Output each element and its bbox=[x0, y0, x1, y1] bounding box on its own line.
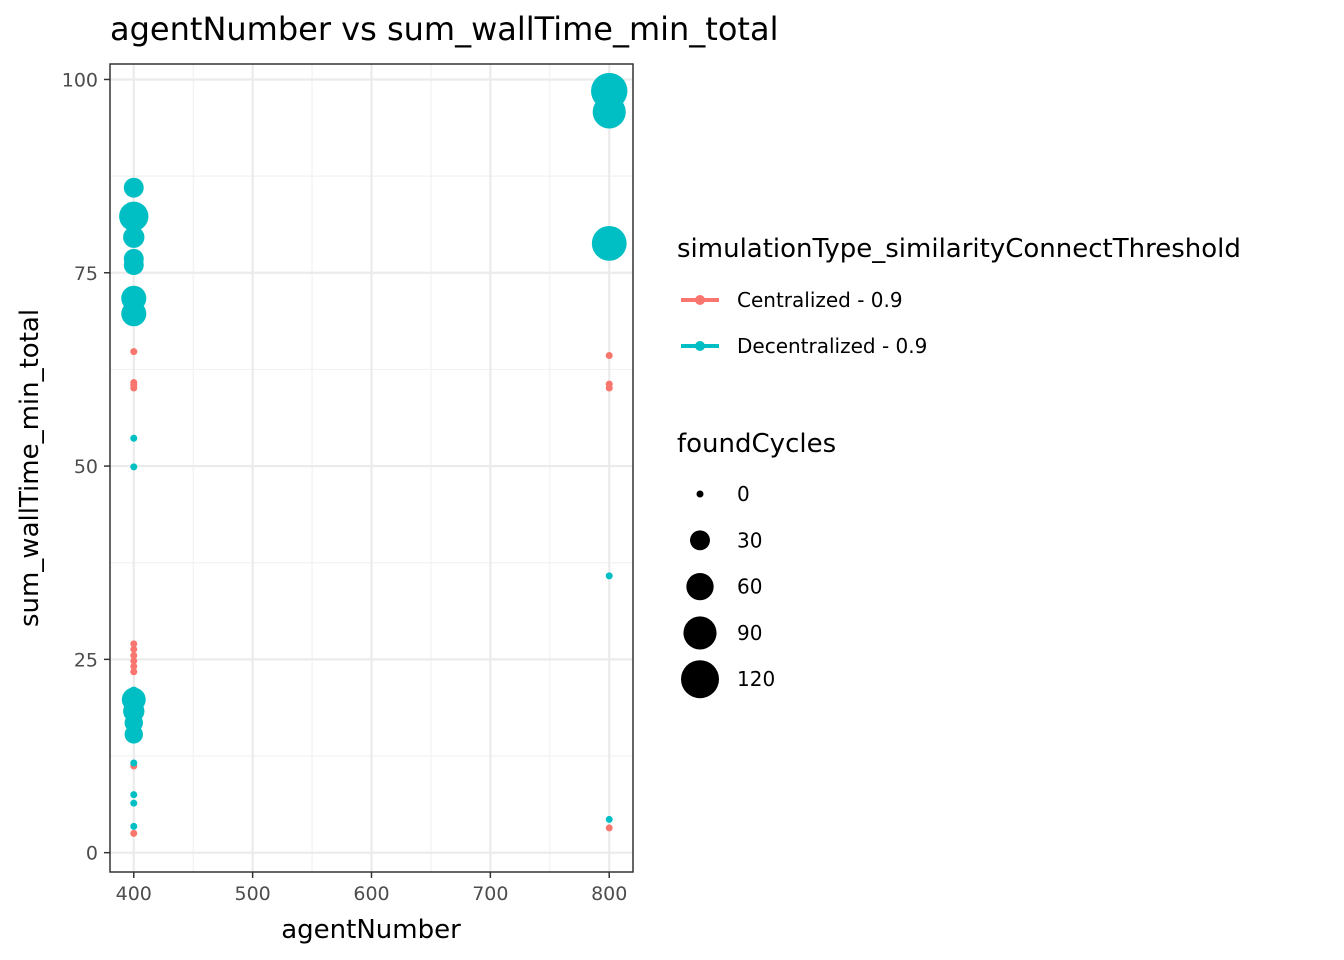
data-point bbox=[130, 759, 138, 767]
data-point bbox=[605, 572, 613, 580]
legend-point-swatch bbox=[695, 295, 705, 305]
size-legend-label: 0 bbox=[737, 482, 750, 506]
axis-ticks: 400 500 600 700 800 0 25 50 75 100 bbox=[62, 69, 628, 905]
data-point bbox=[121, 301, 147, 327]
size-legend-label: 120 bbox=[737, 667, 775, 691]
x-tick-label: 600 bbox=[353, 883, 389, 905]
y-tick-label: 75 bbox=[74, 263, 98, 285]
x-tick-label: 800 bbox=[591, 883, 627, 905]
data-point bbox=[130, 652, 138, 660]
y-axis-title: sum_wallTime_min_total bbox=[15, 309, 45, 627]
data-point bbox=[591, 225, 627, 261]
size-legend-swatch bbox=[696, 490, 704, 498]
data-point bbox=[124, 725, 143, 744]
data-point bbox=[130, 791, 138, 799]
data-point bbox=[130, 348, 138, 356]
y-tick-label: 50 bbox=[74, 456, 98, 478]
y-tick-label: 100 bbox=[62, 69, 98, 91]
data-point bbox=[605, 351, 613, 359]
data-point bbox=[123, 255, 144, 276]
size-legend-label: 30 bbox=[737, 528, 762, 552]
x-axis-title: agentNumber bbox=[281, 915, 461, 945]
x-tick-label: 700 bbox=[472, 883, 508, 905]
data-points bbox=[119, 72, 628, 837]
size-legend: foundCycles 0 30 60 90 120 bbox=[677, 429, 836, 699]
size-legend-swatch bbox=[686, 572, 714, 601]
data-point bbox=[130, 829, 138, 837]
legend-label: Decentralized - 0.9 bbox=[737, 334, 927, 358]
grid-lines bbox=[110, 64, 633, 872]
size-legend-title: foundCycles bbox=[677, 429, 836, 459]
data-point bbox=[128, 686, 139, 698]
data-point bbox=[130, 640, 138, 648]
data-point bbox=[130, 822, 138, 830]
data-point bbox=[119, 201, 149, 232]
chart-title: agentNumber vs sum_wallTime_min_total bbox=[110, 10, 778, 48]
size-legend-label: 60 bbox=[737, 575, 762, 599]
data-point bbox=[130, 662, 138, 670]
y-tick-label: 25 bbox=[74, 649, 98, 671]
data-point bbox=[592, 95, 626, 129]
data-point bbox=[605, 824, 613, 832]
data-point bbox=[130, 657, 138, 665]
data-point bbox=[130, 434, 138, 442]
data-point bbox=[605, 384, 613, 392]
data-point bbox=[130, 384, 138, 392]
data-point bbox=[123, 226, 145, 248]
x-tick-label: 500 bbox=[235, 883, 271, 905]
size-legend-swatch bbox=[690, 530, 710, 551]
legend-label: Centralized - 0.9 bbox=[737, 288, 903, 312]
size-legend-label: 90 bbox=[737, 621, 762, 645]
data-point bbox=[130, 645, 138, 653]
size-legend-swatch bbox=[683, 616, 717, 650]
color-legend: simulationType_similarityConnectThreshol… bbox=[677, 234, 1241, 358]
y-tick-label: 0 bbox=[86, 843, 98, 865]
size-legend-swatch bbox=[681, 660, 719, 699]
data-point bbox=[130, 799, 138, 807]
data-point bbox=[605, 815, 613, 823]
legend-point-swatch bbox=[695, 341, 705, 351]
data-point bbox=[123, 177, 144, 198]
x-tick-label: 400 bbox=[116, 883, 152, 905]
color-legend-title: simulationType_similarityConnectThreshol… bbox=[677, 234, 1241, 264]
data-point bbox=[130, 463, 138, 471]
data-point bbox=[130, 668, 138, 676]
